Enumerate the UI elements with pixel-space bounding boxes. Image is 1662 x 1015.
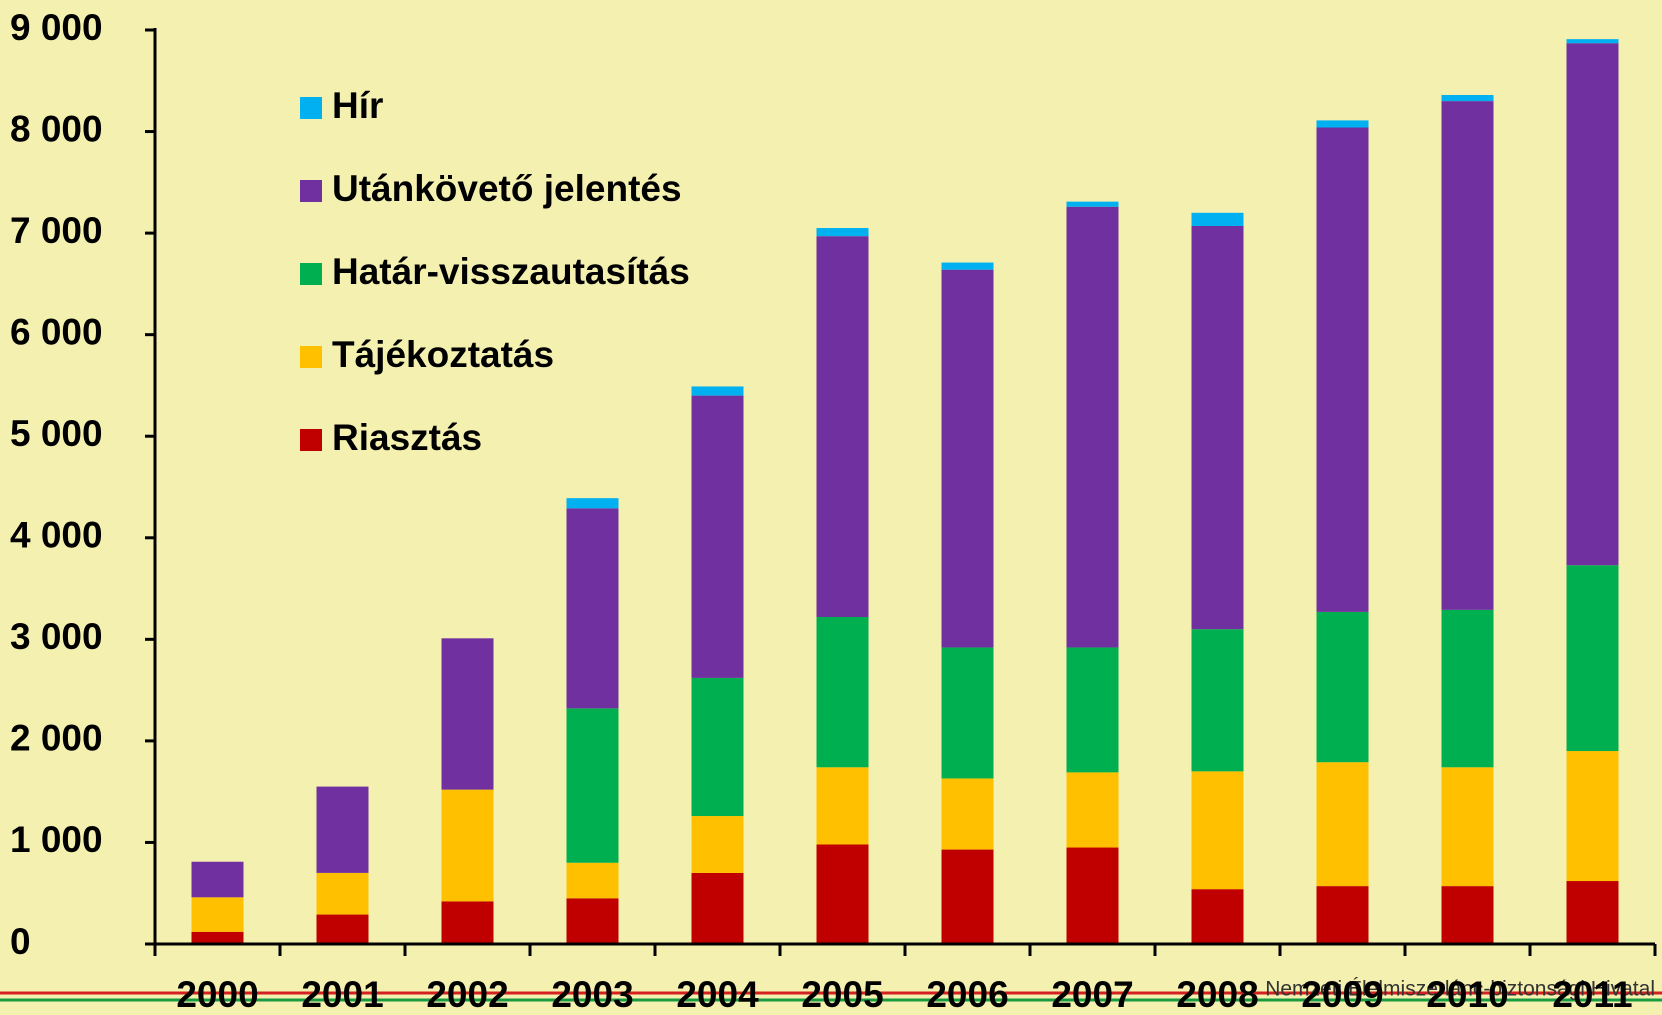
bar-segment	[942, 263, 994, 270]
bar-segment	[1067, 772, 1119, 847]
y-tick-label: 3 000	[10, 616, 103, 657]
bar-segment	[1317, 120, 1369, 127]
x-tick-label: 2011	[1552, 974, 1632, 1015]
bar-segment	[1067, 207, 1119, 648]
bar-segment	[692, 873, 744, 944]
legend-label: Hír	[332, 85, 383, 126]
bar-segment	[1317, 762, 1369, 886]
bar-segment	[692, 396, 744, 678]
bar-segment	[567, 708, 619, 862]
y-tick-label: 5 000	[10, 413, 103, 454]
bar-segment	[1567, 881, 1619, 944]
legend-swatch	[300, 429, 322, 451]
bar-segment	[1567, 565, 1619, 751]
x-tick-label: 2000	[176, 974, 258, 1015]
x-tick-label: 2004	[676, 974, 759, 1015]
y-tick-label: 7 000	[10, 210, 103, 251]
x-tick-label: 2006	[926, 974, 1008, 1015]
legend-swatch	[300, 97, 322, 119]
bar-segment	[192, 862, 244, 898]
legend-label: Határ-visszautasítás	[332, 251, 690, 292]
bar-segment	[817, 236, 869, 617]
bar-segment	[317, 915, 369, 944]
bar-segment	[192, 932, 244, 944]
bar-segment	[942, 270, 994, 648]
y-tick-label: 4 000	[10, 515, 103, 556]
x-tick-label: 2008	[1176, 974, 1258, 1015]
x-tick-label: 2002	[426, 974, 508, 1015]
bar-segment	[1567, 43, 1619, 565]
bar-segment	[942, 778, 994, 849]
x-tick-label: 2003	[551, 974, 633, 1015]
bar-segment	[817, 617, 869, 767]
bar-segment	[1442, 95, 1494, 101]
y-tick-label: 0	[10, 921, 31, 962]
bar-segment	[1192, 226, 1244, 629]
chart: Nemzeti Élelmiszerlánc-biztonsági Hivata…	[0, 0, 1662, 1015]
legend-swatch	[300, 263, 322, 285]
bar-segment	[1317, 612, 1369, 762]
bar-segment	[1067, 647, 1119, 772]
y-tick-label: 6 000	[10, 311, 103, 352]
bar-segment	[1567, 751, 1619, 881]
x-tick-label: 2009	[1301, 974, 1383, 1015]
x-tick-label: 2005	[801, 974, 883, 1015]
bar-segment	[817, 844, 869, 944]
bar-segment	[1442, 101, 1494, 610]
bar-segment	[1567, 39, 1619, 43]
legend-label: Tájékoztatás	[332, 334, 554, 375]
bar-segment	[567, 498, 619, 508]
bar-segment	[567, 863, 619, 899]
bar-segment	[692, 386, 744, 395]
bar-segment	[567, 898, 619, 944]
bar-segment	[1442, 886, 1494, 944]
bar-segment	[1192, 889, 1244, 944]
x-tick-label: 2010	[1426, 974, 1508, 1015]
bar-segment	[942, 850, 994, 944]
bar-segment	[1317, 886, 1369, 944]
y-tick-label: 2 000	[10, 718, 103, 759]
legend-swatch	[300, 180, 322, 202]
x-tick-label: 2007	[1051, 974, 1133, 1015]
bar-segment	[692, 678, 744, 816]
bar-segment	[567, 508, 619, 708]
bar-segment	[442, 790, 494, 902]
y-tick-label: 8 000	[10, 108, 103, 149]
bar-segment	[1317, 127, 1369, 611]
bar-segment	[1067, 848, 1119, 944]
bar-segment	[942, 647, 994, 778]
x-tick-label: 2001	[301, 974, 383, 1015]
bar-segment	[817, 228, 869, 236]
bar-segment	[692, 816, 744, 873]
bar-segment	[317, 787, 369, 873]
bar-segment	[1192, 629, 1244, 771]
bar-segment	[442, 638, 494, 789]
bar-segment	[192, 897, 244, 932]
bar-segment	[1067, 202, 1119, 207]
legend-label: Riasztás	[332, 417, 482, 458]
legend-label: Utánkövető jelentés	[332, 168, 682, 209]
bar-segment	[442, 901, 494, 944]
bar-segment	[817, 767, 869, 844]
y-tick-label: 1 000	[10, 819, 103, 860]
bar-segment	[1192, 213, 1244, 226]
bar-segment	[317, 873, 369, 915]
y-tick-label: 9 000	[10, 7, 103, 48]
bar-segment	[1442, 767, 1494, 886]
bar-segment	[1192, 771, 1244, 889]
bar-segment	[1442, 610, 1494, 767]
legend-swatch	[300, 346, 322, 368]
